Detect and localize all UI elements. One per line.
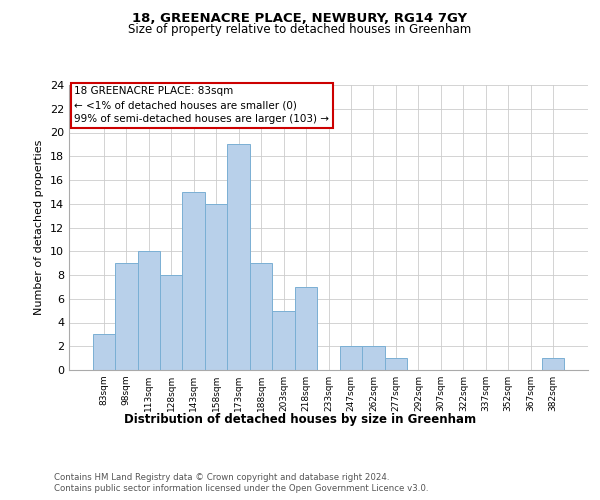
Y-axis label: Number of detached properties: Number of detached properties bbox=[34, 140, 44, 315]
Bar bbox=[340, 346, 362, 370]
Text: Contains public sector information licensed under the Open Government Licence v3: Contains public sector information licen… bbox=[54, 484, 428, 493]
Bar bbox=[137, 251, 160, 370]
Bar bbox=[542, 358, 565, 370]
Bar bbox=[205, 204, 227, 370]
Bar bbox=[115, 263, 137, 370]
Text: Contains HM Land Registry data © Crown copyright and database right 2024.: Contains HM Land Registry data © Crown c… bbox=[54, 472, 389, 482]
Bar bbox=[92, 334, 115, 370]
Bar bbox=[272, 310, 295, 370]
Bar bbox=[227, 144, 250, 370]
Bar bbox=[160, 275, 182, 370]
Text: Size of property relative to detached houses in Greenham: Size of property relative to detached ho… bbox=[128, 22, 472, 36]
Text: 18 GREENACRE PLACE: 83sqm
← <1% of detached houses are smaller (0)
99% of semi-d: 18 GREENACRE PLACE: 83sqm ← <1% of detac… bbox=[74, 86, 329, 124]
Bar bbox=[295, 287, 317, 370]
Bar bbox=[362, 346, 385, 370]
Bar bbox=[385, 358, 407, 370]
Text: Distribution of detached houses by size in Greenham: Distribution of detached houses by size … bbox=[124, 412, 476, 426]
Bar bbox=[250, 263, 272, 370]
Bar bbox=[182, 192, 205, 370]
Text: 18, GREENACRE PLACE, NEWBURY, RG14 7GY: 18, GREENACRE PLACE, NEWBURY, RG14 7GY bbox=[133, 12, 467, 26]
